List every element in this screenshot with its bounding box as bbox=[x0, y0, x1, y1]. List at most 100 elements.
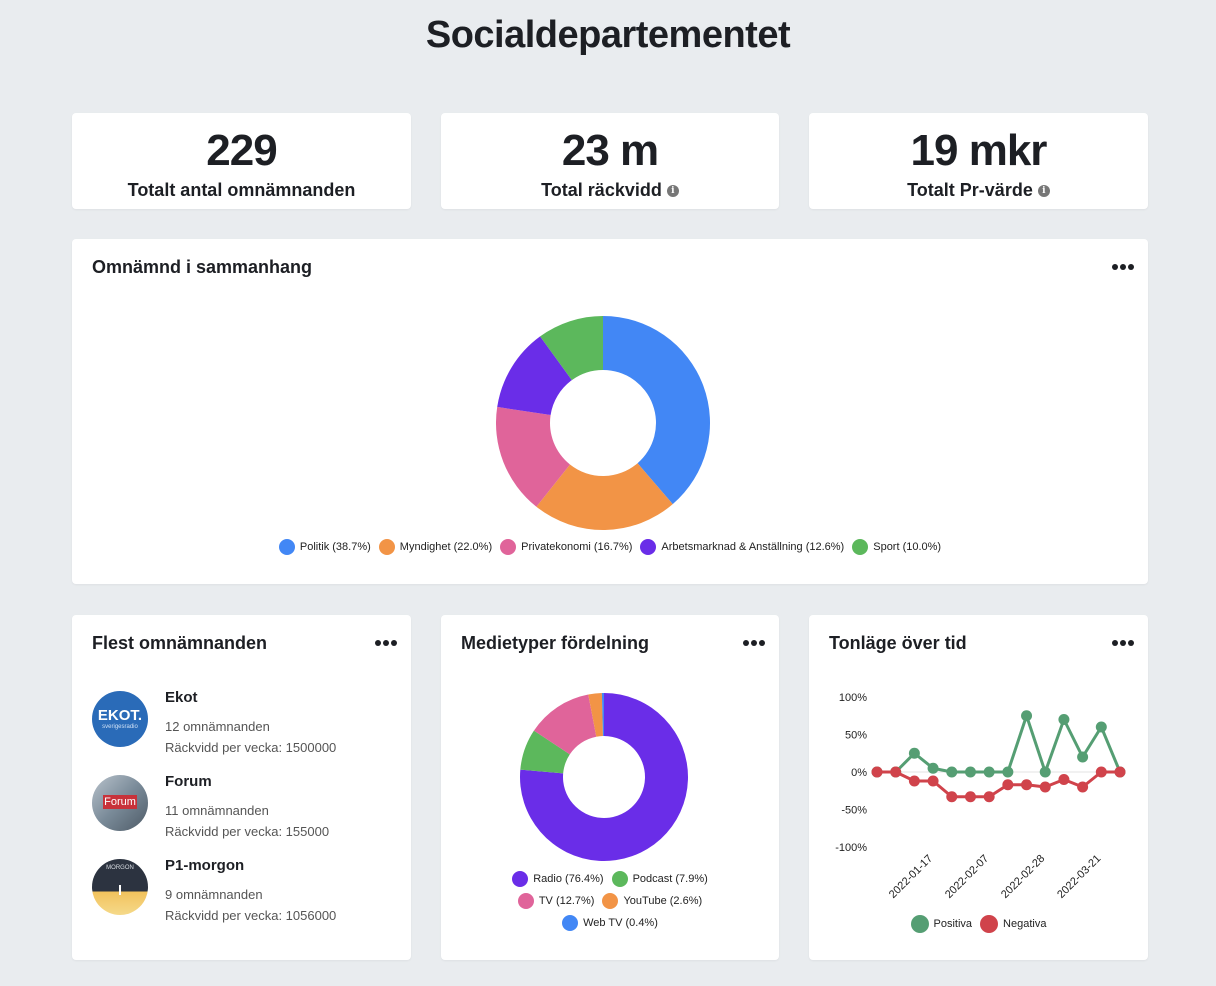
series-point-1-4[interactable] bbox=[946, 791, 958, 803]
x-tick-label: 2022-02-07 bbox=[943, 853, 991, 901]
stat-value: 229 bbox=[206, 126, 277, 175]
source-name: Ekot bbox=[165, 689, 198, 706]
series-point-1-8[interactable] bbox=[1021, 779, 1033, 791]
series-point-0-4[interactable] bbox=[946, 766, 958, 778]
series-line-0 bbox=[877, 714, 1122, 774]
series-point-1-6[interactable] bbox=[983, 791, 995, 803]
more-options-icon[interactable] bbox=[1110, 257, 1136, 277]
legend-item[interactable]: Privatekonomi (16.7%) bbox=[500, 539, 632, 555]
legend-dot bbox=[378, 539, 395, 555]
legend-label: Web TV (0.4%) bbox=[583, 917, 658, 929]
legend-label: YouTube (2.6%) bbox=[623, 895, 703, 907]
more-options-icon[interactable] bbox=[1110, 633, 1136, 653]
stat-value: 19 mkr bbox=[910, 126, 1048, 175]
legend-label: Podcast (7.9%) bbox=[632, 873, 708, 885]
series-point-1-5[interactable] bbox=[964, 791, 976, 803]
legend-dot bbox=[980, 915, 999, 933]
series-point-1-10[interactable] bbox=[1058, 774, 1070, 785]
x-tick-label: 2022-02-28 bbox=[999, 853, 1047, 901]
series-point-1-3[interactable] bbox=[927, 775, 939, 787]
source-name: P1-morgon bbox=[165, 857, 245, 874]
media-legend: Radio (76.4%) Podcast (7.9%) TV (12.7%) You… bbox=[471, 871, 749, 931]
legend-item[interactable]: TV (12.7%) bbox=[517, 893, 594, 909]
series-point-1-13[interactable] bbox=[1114, 766, 1126, 778]
legend-dot bbox=[910, 915, 929, 933]
more-options-icon[interactable] bbox=[741, 633, 767, 653]
context-card: Omnämnd i sammanhang Politik (38.7%) Mynd… bbox=[72, 239, 1148, 584]
card-title: Tonläge över tid bbox=[829, 633, 967, 653]
avatar-logo-text: EKOT. bbox=[97, 707, 143, 724]
legend-dot bbox=[640, 539, 657, 555]
series-point-1-2[interactable] bbox=[908, 775, 920, 787]
series-point-0-2[interactable] bbox=[908, 747, 920, 759]
series-point-0-11[interactable] bbox=[1077, 751, 1089, 763]
legend-label: Arbetsmarknad & Anställning (12.6%) bbox=[661, 541, 845, 553]
donut-slice-0[interactable] bbox=[603, 316, 710, 505]
legend-item[interactable]: Myndighet (22.0%) bbox=[378, 539, 493, 555]
donut-slice-1[interactable] bbox=[520, 730, 570, 774]
donut-slice-2[interactable] bbox=[533, 694, 597, 755]
list-item[interactable]: MORGON P1-morgon 9 omnämnanden Räckvidd … bbox=[92, 855, 402, 939]
legend-item[interactable]: Radio (76.4%) bbox=[512, 871, 604, 887]
series-point-0-12[interactable] bbox=[1095, 721, 1107, 733]
series-point-0-6[interactable] bbox=[983, 766, 995, 778]
media-donut-chart bbox=[520, 693, 688, 861]
list-item[interactable]: EKOT. sverigesradio Ekot 12 omnämnanden … bbox=[92, 687, 402, 771]
donut-slice-1[interactable] bbox=[536, 463, 673, 530]
avatar: Forum bbox=[92, 775, 148, 831]
donut-slice-4[interactable] bbox=[601, 693, 604, 737]
context-donut-chart bbox=[496, 316, 710, 530]
source-name: Forum bbox=[165, 773, 212, 790]
info-icon[interactable]: i bbox=[666, 184, 679, 197]
legend-label: Radio (76.4%) bbox=[533, 873, 604, 885]
source-list: EKOT. sverigesradio Ekot 12 omnämnanden … bbox=[92, 687, 402, 939]
legend-item[interactable]: Positiva bbox=[910, 915, 972, 933]
list-item[interactable]: Forum Forum 11 omnämnanden Räckvidd per … bbox=[92, 771, 402, 855]
legend-dot bbox=[852, 539, 869, 555]
series-point-1-0[interactable] bbox=[871, 766, 883, 778]
legend-item[interactable]: Politik (38.7%) bbox=[278, 539, 371, 555]
series-point-0-9[interactable] bbox=[1039, 766, 1051, 778]
series-point-1-1[interactable] bbox=[890, 766, 902, 778]
sources-card: Flest omnämnanden EKOT. sverigesradio Ek… bbox=[72, 615, 411, 960]
more-options-icon[interactable] bbox=[373, 633, 399, 653]
donut-slice-3[interactable] bbox=[497, 336, 572, 416]
series-point-1-9[interactable] bbox=[1039, 781, 1051, 793]
legend-item[interactable]: Arbetsmarknad & Anställning (12.6%) bbox=[640, 539, 844, 555]
legend-label: Myndighet (22.0%) bbox=[399, 541, 493, 553]
donut-slice-3[interactable] bbox=[588, 693, 603, 737]
stat-label: Totalt Pr-värde i bbox=[907, 180, 1050, 201]
legend-item[interactable]: Sport (10.0%) bbox=[852, 539, 941, 555]
info-icon[interactable]: i bbox=[1037, 184, 1050, 197]
source-mentions: 12 omnämnanden bbox=[165, 719, 270, 734]
donut-slice-2[interactable] bbox=[496, 406, 570, 507]
tone-line-chart: 100%50%0%-50%-100%2022-01-17 2022-02-07 20… bbox=[835, 692, 1126, 901]
legend-label: Sport (10.0%) bbox=[873, 541, 942, 553]
tone-card: Tonläge över tid 100% 50% 0% -50% -100% 2022-… bbox=[809, 615, 1148, 960]
x-tick-label: 2022-03-21 bbox=[1055, 853, 1103, 901]
stat-value: 23 m bbox=[561, 126, 659, 175]
series-point-1-11[interactable] bbox=[1077, 781, 1089, 793]
series-point-1-7[interactable] bbox=[1002, 779, 1014, 791]
legend-item[interactable]: Web TV (0.4%) bbox=[562, 915, 658, 931]
series-point-0-3[interactable] bbox=[927, 762, 939, 774]
donut-slice-0[interactable] bbox=[520, 693, 688, 861]
avatar: MORGON bbox=[92, 859, 148, 915]
series-point-0-10[interactable] bbox=[1058, 714, 1070, 725]
legend-label: Politik (38.7%) bbox=[299, 541, 371, 553]
series-point-0-8[interactable] bbox=[1021, 710, 1033, 722]
y-tick-label: 50% bbox=[845, 730, 867, 742]
legend-item[interactable]: YouTube (2.6%) bbox=[602, 893, 702, 909]
series-point-1-12[interactable] bbox=[1095, 766, 1107, 778]
donut-slice-4[interactable] bbox=[540, 316, 603, 381]
legend-item[interactable]: Negativa bbox=[980, 915, 1046, 933]
series-point-0-5[interactable] bbox=[964, 766, 976, 778]
avatar-logo-subtext: sverigesradio bbox=[102, 724, 138, 730]
legend-label: Negativa bbox=[1003, 918, 1047, 930]
legend-dot bbox=[512, 871, 529, 887]
legend-item[interactable]: Podcast (7.9%) bbox=[611, 871, 708, 887]
avatar-logo-text: MORGON bbox=[106, 865, 134, 871]
source-reach: Räckvidd per vecka: 155000 bbox=[165, 824, 330, 839]
series-point-0-7[interactable] bbox=[1002, 766, 1014, 778]
legend-dot bbox=[278, 539, 295, 555]
